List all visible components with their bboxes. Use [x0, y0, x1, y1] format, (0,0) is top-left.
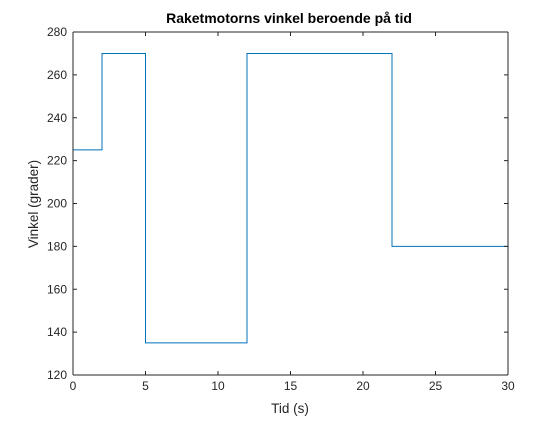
y-tick-label-2: 160	[47, 282, 67, 296]
y-tick-label-3: 180	[47, 239, 67, 253]
y-axis-label: Vinkel (grader)	[26, 160, 41, 248]
x-axis-label: Tid (s)	[271, 401, 309, 416]
y-tick-label-0: 120	[47, 368, 67, 382]
x-tick-label-0: 0	[70, 379, 77, 393]
y-tick-label-6: 240	[47, 111, 67, 125]
x-tick-label-5: 25	[429, 379, 443, 393]
y-tick-label-4: 200	[47, 197, 67, 211]
y-tick-label-1: 140	[47, 325, 67, 339]
y-tick-label-7: 260	[47, 68, 67, 82]
x-tick-label-1: 5	[142, 379, 149, 393]
series-layer	[73, 52, 508, 344]
series-line-0	[73, 52, 508, 344]
chart-title: Raketmotorns vinkel beroende på tid	[166, 10, 412, 26]
x-tick-label-6: 30	[501, 379, 515, 393]
y-tick-label-5: 220	[47, 154, 67, 168]
x-tick-label-2: 10	[211, 379, 225, 393]
plot-area	[73, 32, 508, 375]
ticks-layer: 0 5 10 15 20 25 30 120 140 160 180 200 220 240 260 280	[47, 25, 515, 393]
x-tick-label-3: 15	[284, 379, 298, 393]
y-tick-label-8: 280	[47, 25, 67, 39]
x-tick-label-4: 20	[356, 379, 370, 393]
